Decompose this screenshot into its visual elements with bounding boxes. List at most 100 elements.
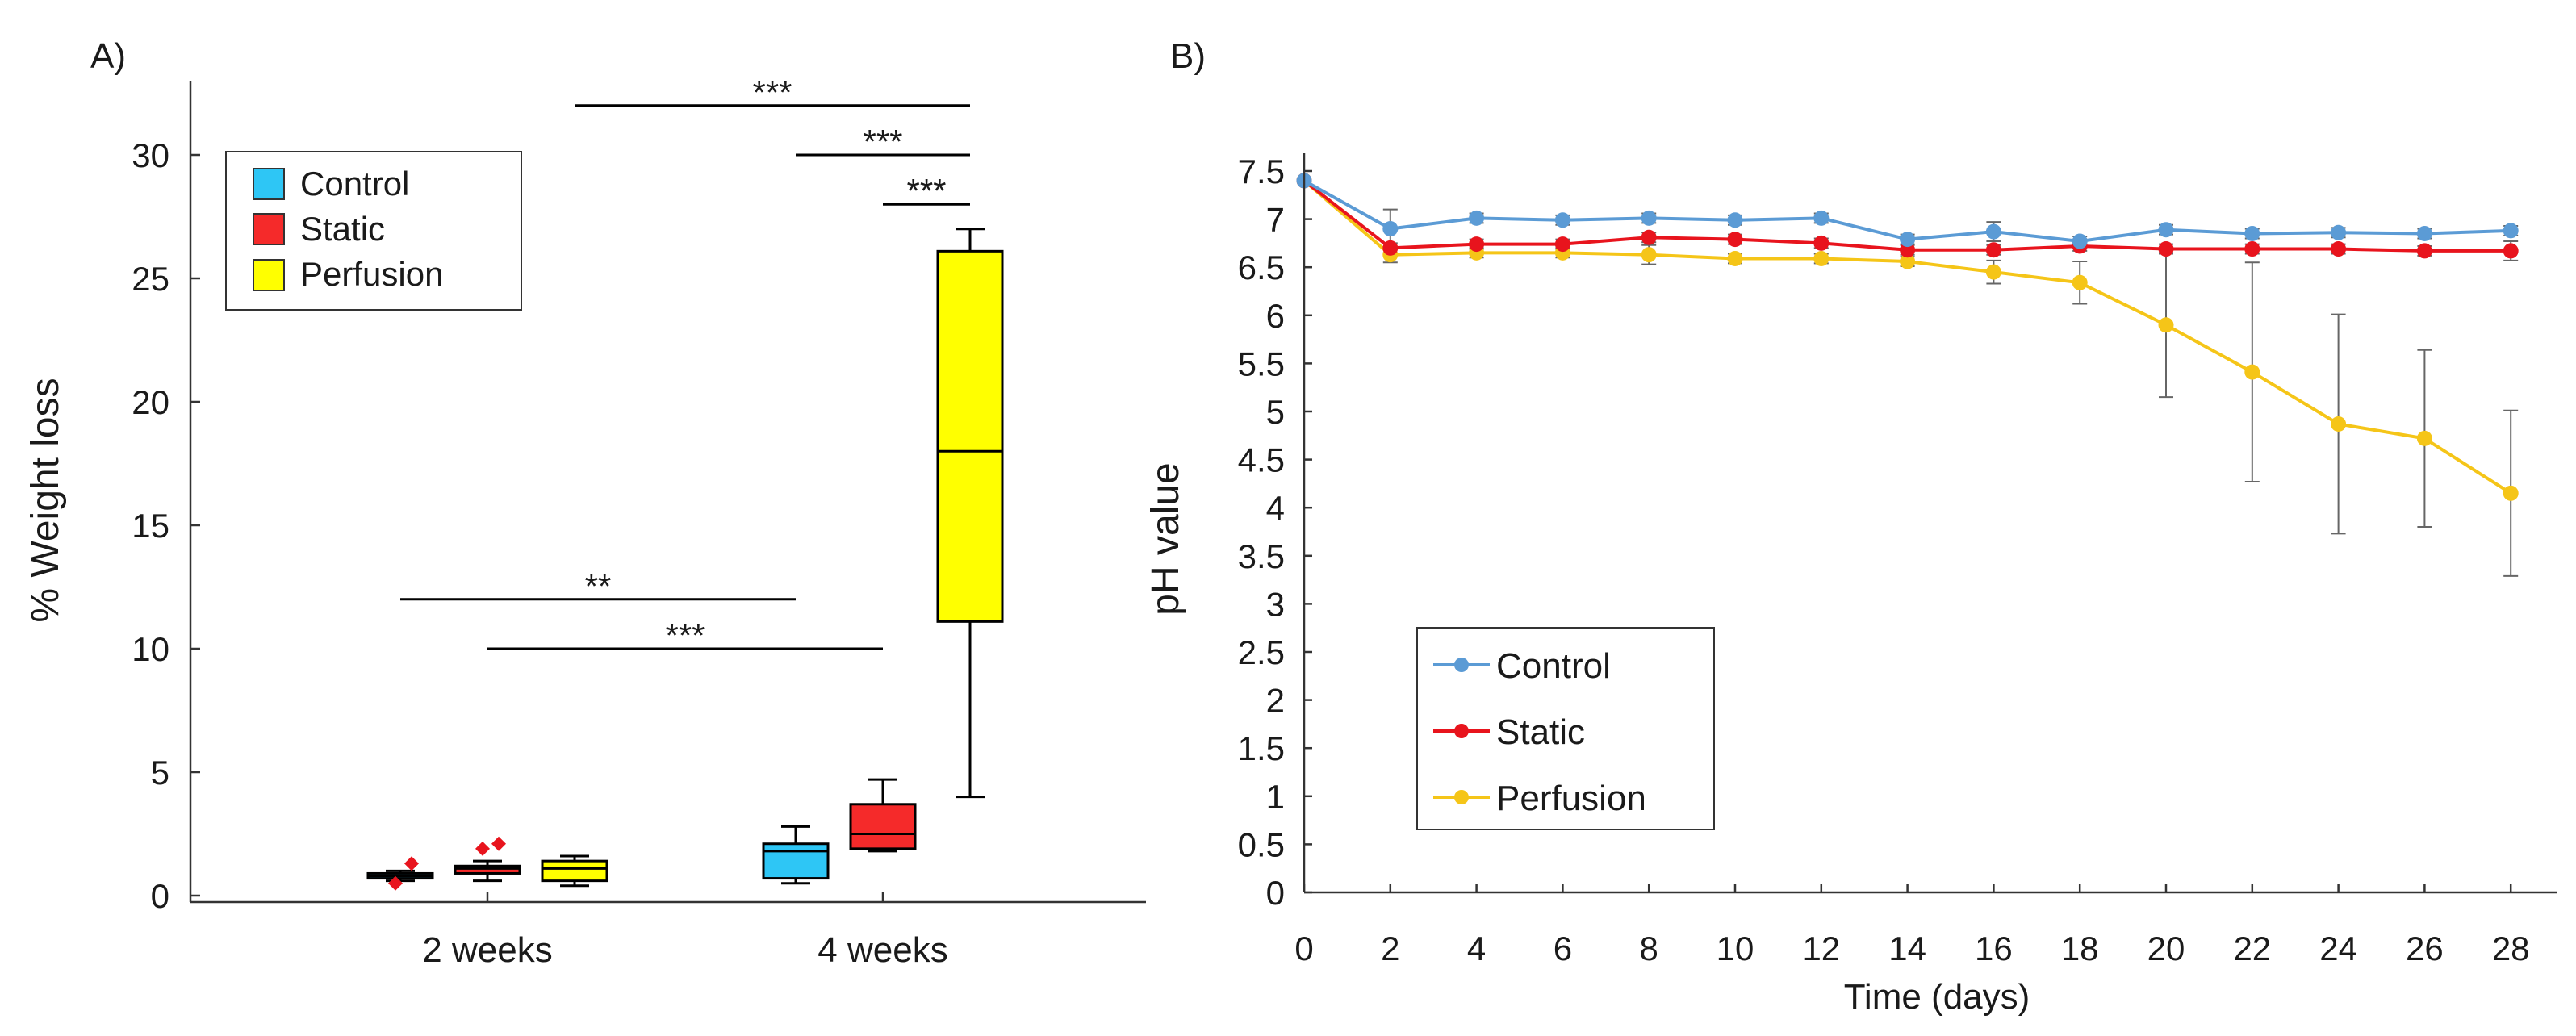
data-point-static xyxy=(1554,236,1570,253)
panel-b-label: B) xyxy=(1170,36,1206,76)
data-point-control xyxy=(1641,210,1657,226)
panel-b-y-tick-label: 2 xyxy=(1266,682,1285,720)
panel-b-y-tick-label: 5.5 xyxy=(1238,345,1285,382)
panel-b-x-tick-label: 28 xyxy=(2492,929,2530,967)
legend-swatch-perfusion xyxy=(253,259,285,291)
data-point-control xyxy=(1382,221,1399,237)
panel-b-legend: Control Static Perfusion xyxy=(1416,627,1715,830)
panel-b-y-tick-label: 7.5 xyxy=(1238,152,1285,190)
data-point-static xyxy=(2244,241,2260,257)
data-point-static xyxy=(1469,236,1485,253)
panel-b-x-tick-label: 20 xyxy=(2147,929,2185,967)
box-iqr xyxy=(936,249,1004,623)
box-iqr xyxy=(454,864,521,875)
data-point-perfusion xyxy=(2331,416,2347,432)
panel-b-y-tick-label: 1.5 xyxy=(1238,729,1285,767)
panel-b-x-axis-label: Time (days) xyxy=(1844,977,2030,1017)
panel-a-legend: Control Static Perfusion xyxy=(225,151,522,311)
data-point-control xyxy=(2416,225,2432,241)
box-iqr xyxy=(762,842,830,880)
panel-a-y-axis-label: % Weight loss xyxy=(24,378,67,622)
error-bars-perfusion xyxy=(1382,244,2519,577)
panel-a-label: A) xyxy=(90,36,126,76)
panel-a-y-tick-label: 15 xyxy=(132,507,169,545)
legend-swatch-static xyxy=(253,213,285,245)
panel-a-y-tick-label: 25 xyxy=(132,260,169,298)
box-4-weeks-perfusion xyxy=(936,228,1004,799)
data-point-control xyxy=(1469,210,1485,226)
data-point-control xyxy=(2244,225,2260,241)
data-point-control xyxy=(1985,223,2001,240)
box-4-weeks-static xyxy=(849,778,917,853)
data-point-control xyxy=(2331,224,2347,240)
panel-b-y-tick-label: 3 xyxy=(1266,585,1285,623)
panel-b-x-tick-label: 0 xyxy=(1294,929,1313,967)
panel-b-x-tick-label: 8 xyxy=(1640,929,1658,967)
data-point-perfusion xyxy=(1985,264,2001,280)
panel-a-y-tick-label: 20 xyxy=(132,383,169,421)
panel-b-y-tick-label: 4.5 xyxy=(1238,441,1285,479)
panel-b-y-tick-label: 4 xyxy=(1266,489,1285,527)
significance-label: ** xyxy=(585,567,612,605)
panel-b-y-tick-label: 7 xyxy=(1266,201,1285,239)
data-point-static xyxy=(2331,241,2347,257)
box-2-weeks-perfusion xyxy=(541,854,608,888)
panel-a-y-tick-label: 10 xyxy=(132,630,169,668)
panel-a-x-tick-label-4-weeks: 4 weeks xyxy=(818,930,947,970)
data-point-perfusion xyxy=(2416,430,2432,446)
data-point-perfusion xyxy=(2503,485,2519,501)
data-point-control xyxy=(2503,223,2519,239)
data-point-perfusion xyxy=(1727,250,1743,266)
panel-b-x-tick-label: 22 xyxy=(2233,929,2271,967)
legend-label-static: Static xyxy=(300,210,385,248)
data-point-static xyxy=(1985,242,2001,258)
error-bars-control xyxy=(1382,208,2519,249)
panel-a-y-ticks: 0 5 10 15 20 25 30 xyxy=(132,136,200,915)
data-point-perfusion xyxy=(2158,317,2174,333)
series-line-perfusion xyxy=(1303,179,2512,495)
panel-b-x-tick-label: 6 xyxy=(1554,929,1572,967)
data-point-control xyxy=(2072,233,2088,249)
data-point-static xyxy=(1727,232,1743,248)
legend-label-control: Control xyxy=(300,165,409,203)
data-point-static xyxy=(1900,242,1916,258)
panel-b-y-axis-label: pH value xyxy=(1144,462,1187,615)
data-point-perfusion xyxy=(2244,364,2260,380)
panel-b-y-tick-label: 6.5 xyxy=(1238,249,1285,286)
significance-label: *** xyxy=(863,123,902,161)
box-outlier xyxy=(491,836,506,851)
panel-b-y-tick-label: 2.5 xyxy=(1238,633,1285,671)
panel-b-x-tick-label: 12 xyxy=(1802,929,1840,967)
data-point-control xyxy=(2158,222,2174,238)
panel-a-y-tick-label: 0 xyxy=(151,877,169,915)
panel-a-x-tick-label-2-weeks: 2 weeks xyxy=(422,930,552,970)
box-outlier xyxy=(475,841,490,856)
panel-b-x-tick-label: 18 xyxy=(2061,929,2099,967)
panel-a-y-tick-label: 5 xyxy=(151,754,169,792)
panel-b-y-tick-label: 3.5 xyxy=(1238,537,1285,575)
data-point-perfusion xyxy=(1641,247,1657,263)
box-4-weeks-control xyxy=(762,825,830,885)
significance-label: *** xyxy=(665,616,705,654)
panel-b-y-tick-label: 0 xyxy=(1266,874,1285,912)
panel-b-x-tick-label: 10 xyxy=(1717,929,1754,967)
panel-b-y-tick-label: 0.5 xyxy=(1238,825,1285,863)
panel-b-line-chart: B) pH value Time (days) 0 0.5 1 1.5 2 2.5 3 3.5… xyxy=(1144,36,2557,1017)
data-point-static xyxy=(2503,243,2519,259)
data-point-control xyxy=(1554,212,1570,228)
panel-b-x-tick-label: 14 xyxy=(1888,929,1926,967)
panel-b-x-tick-label: 2 xyxy=(1381,929,1399,967)
data-point-perfusion xyxy=(2072,274,2088,290)
legend-marker-control xyxy=(1454,658,1469,672)
legend-label-control-b: Control xyxy=(1496,646,1611,686)
panel-a-x-categories: 2 weeks 4 weeks xyxy=(422,892,948,970)
panel-a-boxes xyxy=(366,228,1004,891)
box-2-weeks-control xyxy=(366,856,434,891)
series-control xyxy=(1296,173,2519,249)
data-point-control xyxy=(1813,210,1830,226)
legend-marker-perfusion xyxy=(1454,790,1469,804)
data-point-static xyxy=(1641,229,1657,245)
significance-label: *** xyxy=(752,73,792,111)
